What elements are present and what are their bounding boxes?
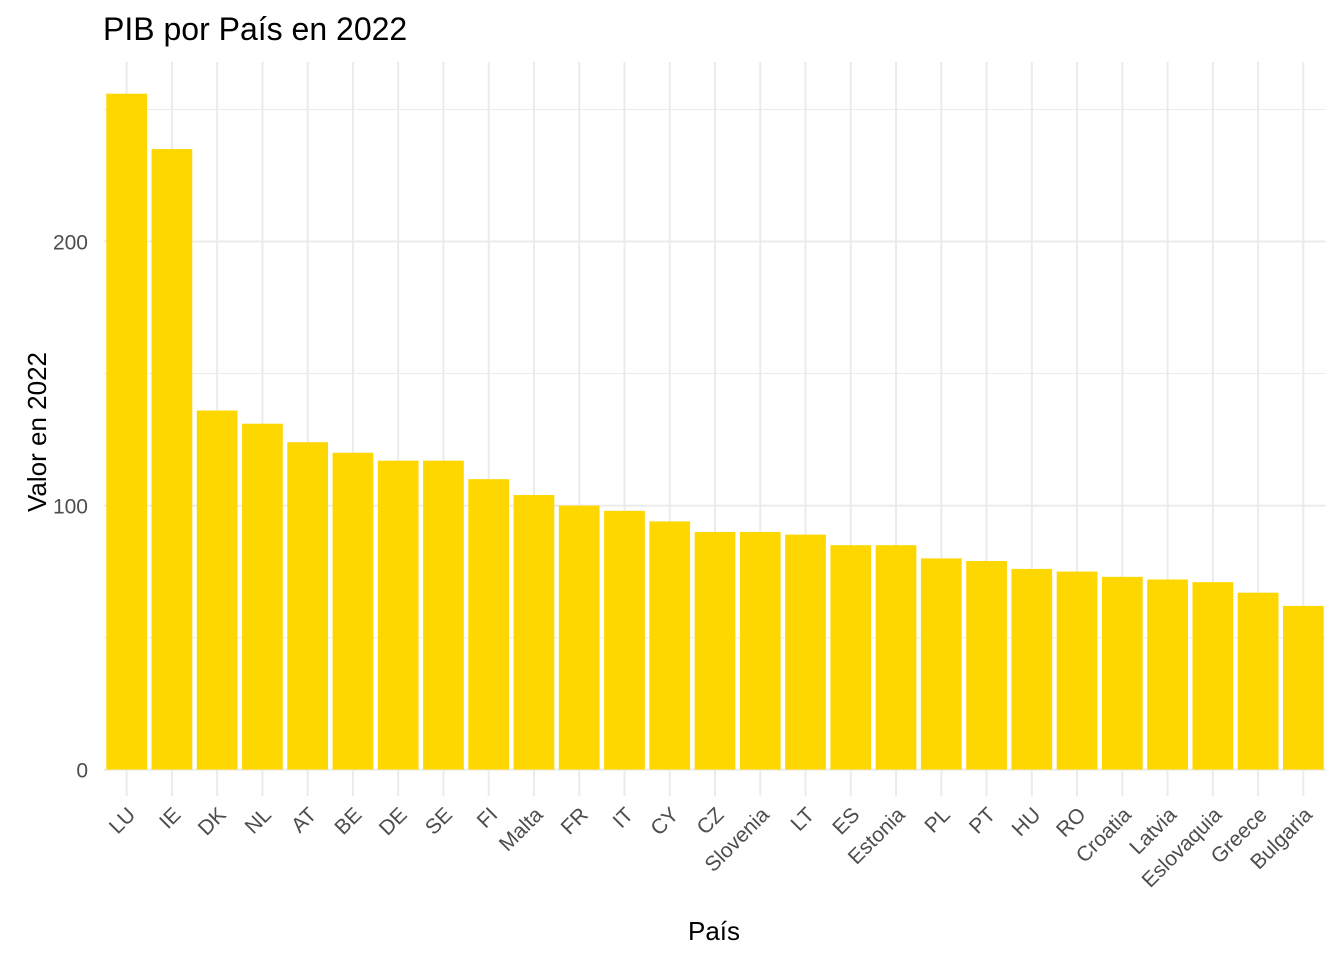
bar-se	[423, 460, 464, 770]
x-tick-label: IE	[155, 803, 185, 833]
bar-pl	[920, 558, 962, 770]
bar-cy	[649, 521, 691, 770]
y-tick-label: 200	[53, 232, 88, 255]
x-tick-label: CY	[646, 803, 683, 840]
bar-latvia	[1147, 579, 1188, 770]
bar-ie	[151, 149, 193, 770]
x-tick-label: LT	[787, 803, 820, 836]
y-tick-label: 0	[76, 760, 88, 783]
x-tick-label: ES	[828, 803, 864, 839]
y-tick-labels: 0 100 200	[53, 232, 88, 783]
chart-title: PIB por País en 2022	[103, 11, 407, 47]
bar-eslovaquia	[1192, 582, 1234, 770]
bars	[106, 93, 1324, 770]
bar-lt	[785, 534, 826, 770]
bar-estonia	[875, 545, 917, 770]
bar-be	[332, 452, 374, 770]
x-tick-label: Malta	[495, 803, 548, 856]
y-tick-label: 100	[53, 496, 88, 519]
bar-fi	[468, 479, 510, 770]
bar-lu	[106, 93, 147, 770]
x-tick-label: LU	[105, 803, 140, 838]
x-tick-label: DE	[375, 803, 412, 840]
x-tick-label: AT	[287, 803, 321, 837]
x-tick-label: DK	[194, 803, 231, 840]
bar-dk	[196, 410, 238, 770]
bar-it	[604, 510, 645, 770]
bar-de	[377, 460, 419, 770]
bar-hu	[1011, 568, 1053, 770]
x-tick-label: IT	[609, 803, 639, 833]
bar-cz	[694, 531, 736, 770]
x-tick-label: SE	[421, 803, 457, 839]
bar-nl	[242, 423, 283, 770]
bar-slovenia	[739, 531, 781, 770]
bar-at	[287, 442, 329, 770]
bar-bulgaria	[1283, 605, 1324, 770]
bar-pt	[966, 561, 1007, 770]
bar-greece	[1237, 592, 1279, 770]
x-tick-label: FI	[473, 803, 502, 832]
x-axis-title: País	[688, 916, 740, 946]
x-tick-label: NL	[241, 803, 276, 838]
bar-croatia	[1101, 576, 1143, 770]
bar-es	[830, 545, 872, 770]
x-tick-label: RO	[1052, 803, 1091, 842]
x-tick-label: CZ	[692, 803, 728, 839]
bar-ro	[1056, 571, 1098, 770]
bar-malta	[513, 495, 555, 770]
y-axis-title: Valor en 2022	[22, 352, 52, 512]
x-tick-label: HU	[1008, 803, 1046, 841]
x-tick-label: PL	[920, 803, 954, 837]
x-tick-label: FR	[557, 803, 593, 839]
bar-fr	[558, 505, 600, 770]
x-tick-label: BE	[330, 803, 366, 839]
x-tick-label: PT	[965, 803, 1000, 838]
